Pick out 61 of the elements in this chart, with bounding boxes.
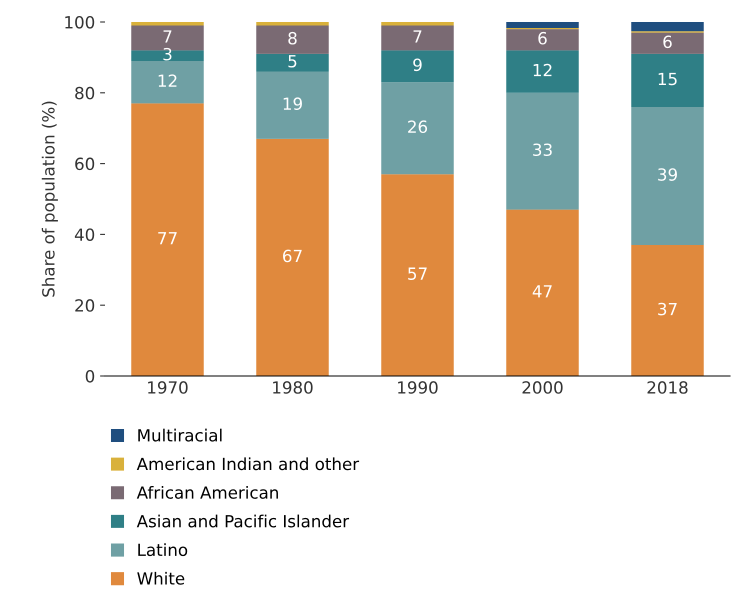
y-tick-label: 20	[75, 299, 94, 312]
data-label: 15	[658, 72, 677, 86]
data-label: 57	[408, 268, 427, 280]
bar	[256, 72, 329, 139]
data-label: 7	[164, 30, 172, 43]
data-label: 77	[158, 232, 177, 244]
bar	[256, 26, 329, 54]
bar	[631, 54, 704, 107]
data-label: 3	[163, 48, 172, 60]
bar	[381, 82, 454, 174]
bar	[506, 29, 579, 50]
data-label: 9	[413, 58, 422, 72]
y-tick-label: 40	[74, 228, 94, 241]
data-label: 37	[658, 302, 677, 316]
data-label: 5	[288, 55, 296, 68]
legend-label: Asian and Pacific Islander	[136, 514, 350, 528]
data-label: 67	[283, 250, 302, 262]
legend-label: Latino	[138, 543, 188, 556]
x-tick-label: 2018	[648, 381, 688, 394]
x-tick-label: 2000	[522, 381, 563, 394]
bar	[506, 210, 579, 376]
y-tick-label: 60	[75, 158, 94, 170]
x-tick-label: 1970	[148, 381, 188, 394]
bar	[131, 60, 204, 104]
bar	[631, 245, 704, 376]
data-label: 8	[288, 32, 297, 45]
legend-label: American Indian and other	[136, 457, 360, 470]
bar	[381, 50, 454, 82]
data-label: 33	[533, 143, 552, 156]
data-label: 12	[534, 64, 552, 76]
bar	[381, 174, 454, 376]
bar	[256, 138, 329, 376]
bar	[131, 103, 204, 376]
bar	[256, 54, 329, 72]
data-label: 6	[538, 32, 547, 45]
legend-label: White	[137, 572, 184, 585]
data-label: 19	[284, 97, 302, 110]
data-label: 7	[414, 30, 422, 43]
y-tick-label: 0	[86, 370, 94, 383]
bar	[631, 32, 704, 54]
data-label: 39	[658, 168, 677, 181]
bar	[381, 26, 454, 50]
bar	[631, 106, 704, 246]
data-label: 6	[663, 35, 672, 48]
bar	[256, 22, 329, 26]
bar	[131, 22, 204, 26]
y-tick-label: 80	[75, 86, 94, 100]
y-tick-label: 100	[65, 16, 94, 29]
legend-label: African American	[136, 486, 278, 499]
data-label: 12	[158, 74, 176, 87]
data-label: 47	[532, 285, 552, 298]
x-tick-label: 1990	[398, 381, 438, 394]
y-axis-title: Share of population (%)	[42, 102, 58, 297]
bar	[506, 92, 579, 210]
bar	[631, 22, 704, 32]
legend-label: Multiracial	[138, 428, 222, 442]
x-tick-label: 1980	[273, 381, 313, 394]
data-label: 26	[408, 120, 428, 134]
bar	[506, 50, 579, 93]
bar	[381, 22, 454, 26]
bar	[506, 22, 579, 28]
